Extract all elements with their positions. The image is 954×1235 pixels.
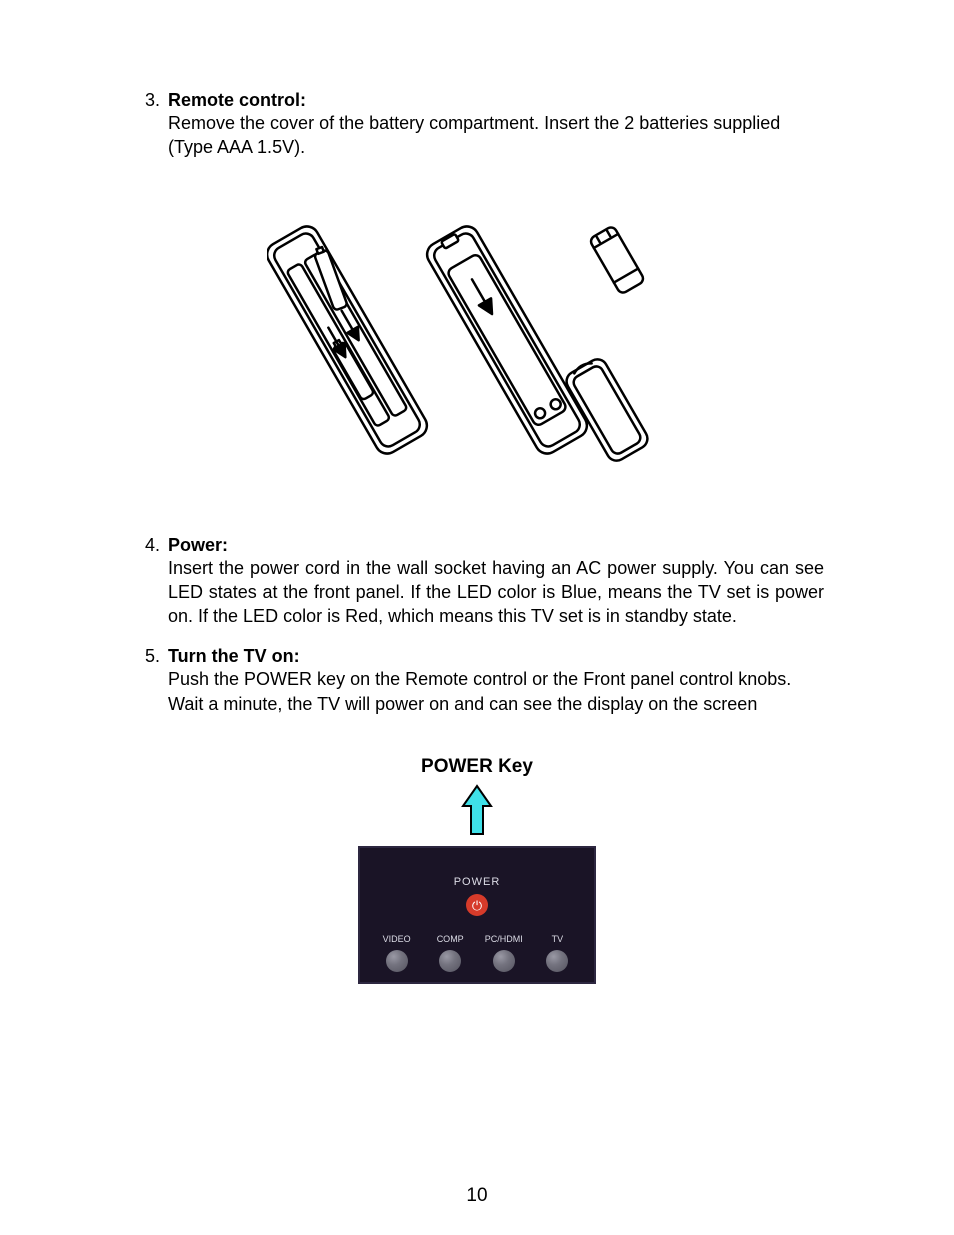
list-item-5: 5. Turn the TV on: Push the POWER key on… <box>130 646 824 716</box>
video-button[interactable] <box>386 950 408 972</box>
tv-label: TV <box>532 934 582 944</box>
pchdmi-button-col: PC/HDMI <box>479 934 529 972</box>
video-button-col: VIDEO <box>372 934 422 972</box>
panel-power-label: POWER <box>360 876 594 888</box>
pchdmi-label: PC/HDMI <box>479 934 529 944</box>
up-arrow-icon <box>457 784 497 838</box>
comp-button[interactable] <box>439 950 461 972</box>
remote-battery-illustration <box>267 190 687 495</box>
page: 3. Remote control: Remove the cover of t… <box>0 0 954 1235</box>
power-button[interactable]: ⏻ <box>466 894 488 916</box>
battery-diagram-svg <box>267 190 687 490</box>
item5-heading-row: 5. Turn the TV on: <box>130 646 824 667</box>
tv-button-col: TV <box>532 934 582 972</box>
power-icon: ⏻ <box>472 899 482 912</box>
item4-heading: Power: <box>168 535 228 556</box>
list-item-4: 4. Power: Insert the power cord in the w… <box>130 535 824 629</box>
tv-button[interactable] <box>546 950 568 972</box>
item3-heading: Remote control: <box>168 90 306 111</box>
remote-panel: POWER ⏻ VIDEO COMP PC/HDMI TV <box>358 846 596 984</box>
item4-heading-row: 4. Power: <box>130 535 824 556</box>
item3-body: Remove the cover of the battery compartm… <box>168 111 824 160</box>
list-item-3: 3. Remote control: Remove the cover of t… <box>130 90 824 160</box>
item3-number: 3. <box>130 90 160 111</box>
comp-button-col: COMP <box>425 934 475 972</box>
source-button-row: VIDEO COMP PC/HDMI TV <box>360 934 594 972</box>
comp-label: COMP <box>425 934 475 944</box>
page-number: 10 <box>0 1185 954 1207</box>
power-key-figure: POWER Key POWER ⏻ VIDEO COMP PC/HDMI <box>297 756 657 984</box>
item3-heading-row: 3. Remote control: <box>130 90 824 111</box>
item4-number: 4. <box>130 535 160 556</box>
pchdmi-button[interactable] <box>493 950 515 972</box>
video-label: VIDEO <box>372 934 422 944</box>
item4-body: Insert the power cord in the wall socket… <box>168 556 824 629</box>
item5-body: Push the POWER key on the Remote control… <box>168 667 824 716</box>
item5-number: 5. <box>130 646 160 667</box>
item5-heading: Turn the TV on: <box>168 646 300 667</box>
power-key-label: POWER Key <box>297 756 657 778</box>
